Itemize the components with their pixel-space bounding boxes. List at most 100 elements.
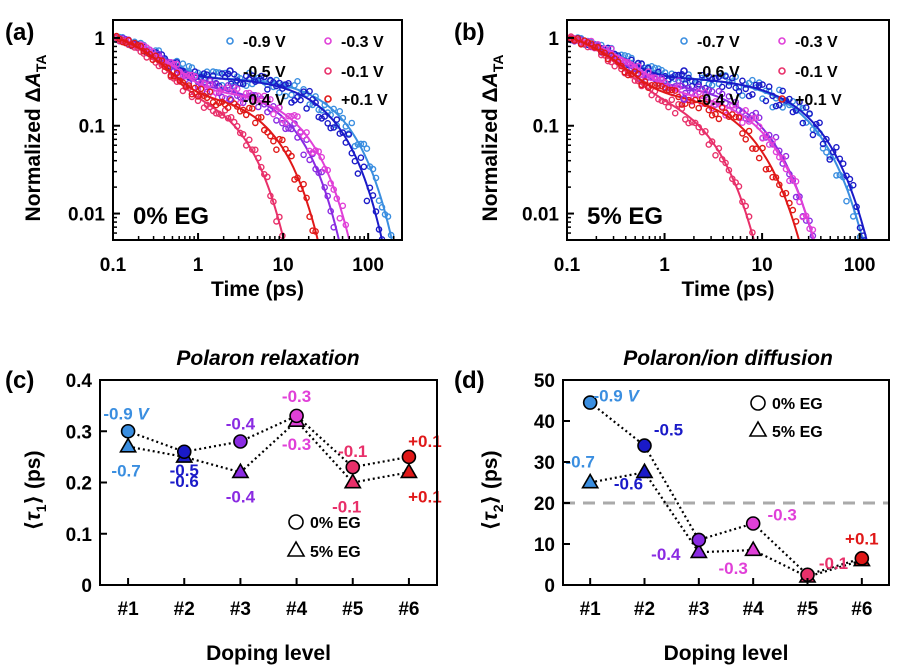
- x-tick-label: 0.1: [100, 255, 127, 276]
- y-label-subscript: TA: [33, 55, 49, 73]
- data-point: [779, 190, 787, 198]
- data-point: [755, 154, 763, 162]
- data-point: [200, 80, 208, 87]
- data-point: [294, 134, 301, 141]
- data-point: [251, 146, 259, 154]
- data-point: [369, 192, 377, 199]
- data-point: [718, 83, 726, 91]
- y-tick-label: 0.3: [66, 422, 92, 443]
- data-point: [291, 112, 298, 119]
- data-point: [708, 88, 716, 95]
- data-point: [846, 175, 854, 183]
- plot-frame: [562, 379, 890, 586]
- data-point: [203, 71, 211, 78]
- data-point: [273, 218, 280, 225]
- data-point: [155, 56, 163, 64]
- data-point: [270, 198, 277, 205]
- data-point: [742, 202, 750, 210]
- data-point: [279, 85, 286, 92]
- data-point: [303, 105, 310, 112]
- data-point: [725, 93, 733, 100]
- data-point: [765, 131, 773, 139]
- y-axis-label: ⟨τ1⟩ (ps): [22, 451, 49, 531]
- data-point: [303, 194, 310, 202]
- data-point: [584, 39, 592, 46]
- data-point: [843, 197, 850, 205]
- triangle-marker: [399, 462, 418, 479]
- data-point: [749, 115, 756, 122]
- data-point: [309, 227, 316, 234]
- data-point: [206, 80, 214, 88]
- data-point: [312, 228, 319, 235]
- point-label-unit: V: [137, 404, 150, 423]
- data-point: [671, 87, 679, 94]
- circle-marker: [289, 408, 304, 424]
- legend-label: 5% EG: [772, 424, 823, 441]
- data-point: [789, 206, 797, 214]
- data-point: [306, 213, 313, 220]
- data-point: [254, 154, 262, 162]
- data-point: [282, 92, 289, 100]
- data-point: [185, 63, 193, 70]
- data-point: [245, 104, 253, 112]
- point-label: -0.3: [719, 559, 748, 578]
- y-tick-label: 0.2: [66, 474, 92, 495]
- data-point: [285, 125, 292, 132]
- legend-marker: [680, 67, 688, 75]
- data-point: [333, 116, 341, 123]
- data-point: [708, 82, 716, 89]
- legend-marker: [680, 37, 688, 45]
- data-point: [248, 72, 256, 79]
- data-point: [363, 197, 371, 205]
- data-point: [245, 136, 253, 144]
- data-point: [839, 160, 847, 167]
- x-tick-label: 100: [352, 255, 384, 276]
- data-point: [708, 112, 716, 119]
- point-label: -0.1: [338, 442, 367, 461]
- data-point: [264, 173, 271, 181]
- legend-label: -0.9 V: [243, 34, 286, 51]
- data-point: [254, 77, 262, 84]
- point-label: +0.1: [408, 432, 442, 451]
- y-label-text: Normalized: [479, 102, 502, 221]
- point-label: -0.3: [768, 506, 797, 525]
- data-point: [134, 44, 141, 51]
- point-label: -0.9 V: [593, 387, 640, 406]
- data-point: [829, 148, 837, 156]
- y-label-delta: Δ: [22, 87, 45, 102]
- data-point: [718, 90, 726, 98]
- data-point: [769, 92, 776, 100]
- point-label: +0.1: [408, 487, 442, 506]
- data-point: [688, 102, 696, 109]
- data-point: [188, 64, 196, 71]
- data-point: [574, 35, 582, 42]
- data-point: [242, 111, 250, 119]
- data-point: [772, 133, 780, 141]
- data-point: [321, 165, 329, 173]
- data-point: [312, 147, 319, 154]
- data-point: [236, 80, 244, 87]
- data-point: [782, 97, 790, 104]
- data-point: [215, 69, 223, 76]
- panel-label: (d): [454, 367, 485, 394]
- data-point: [671, 71, 679, 79]
- point-label-unit: V: [628, 387, 641, 406]
- point-label: -0.4: [651, 545, 681, 564]
- data-point: [372, 208, 380, 215]
- data-point: [655, 65, 662, 72]
- data-point: [239, 80, 247, 88]
- data-point: [732, 102, 740, 109]
- data-point: [665, 103, 672, 111]
- x-tick-label: 1: [193, 255, 204, 276]
- data-point: [708, 76, 716, 83]
- data-point: [591, 44, 598, 51]
- data-point: [354, 141, 362, 148]
- data-point: [648, 74, 656, 82]
- data-point: [732, 98, 740, 106]
- data-point: [282, 119, 289, 126]
- x-tick-label: #1: [580, 599, 602, 620]
- data-point: [321, 101, 329, 109]
- data-point: [702, 91, 709, 99]
- data-point: [194, 93, 202, 100]
- point-label: +0.1: [845, 529, 879, 548]
